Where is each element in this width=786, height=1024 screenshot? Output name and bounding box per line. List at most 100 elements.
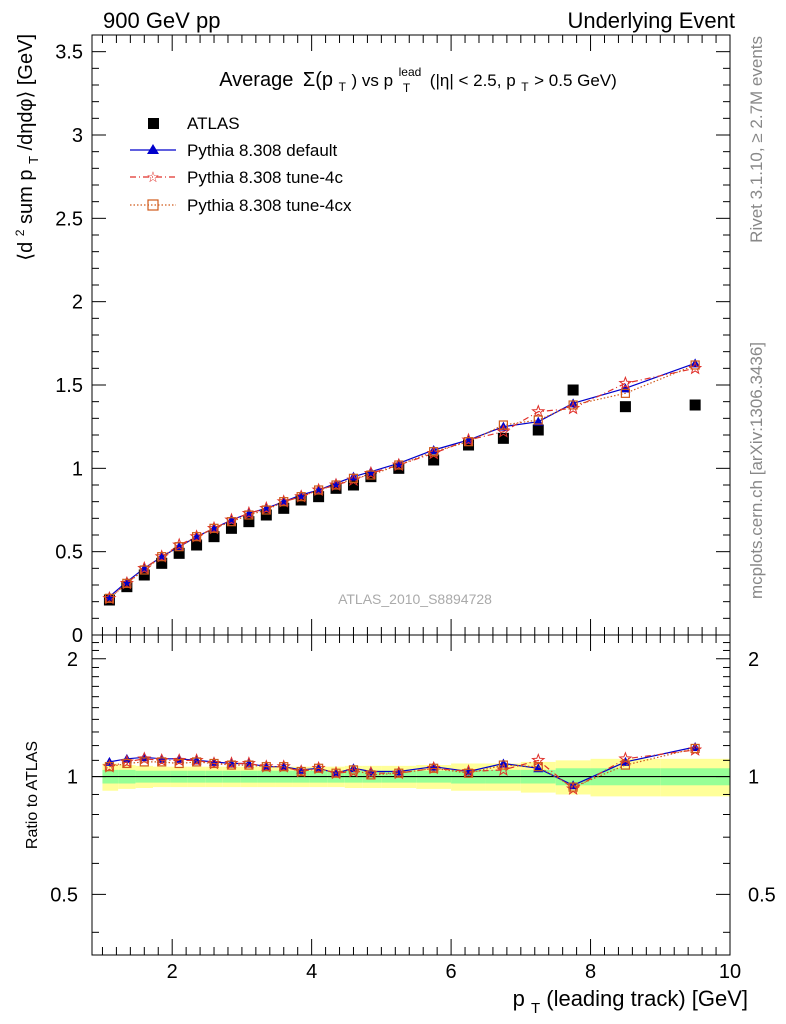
atlas-point <box>138 569 150 581</box>
ratio-tune4cx-point <box>690 743 700 754</box>
main-ytick-label: 3.5 <box>55 42 83 64</box>
mcplots-label: mcplots.cern.ch [arXiv:1306.3436] <box>747 342 766 599</box>
ratio-data-marks <box>102 742 703 795</box>
tune4cx-point <box>157 552 167 562</box>
tune4cx-point <box>226 517 237 527</box>
ratio-tune4cx-point <box>429 763 439 773</box>
main-ytick-label: 0.5 <box>55 542 83 564</box>
ratio-tune4cx-point <box>348 765 359 775</box>
ratio-xtick-label: 10 <box>719 961 741 983</box>
atlas-point <box>208 531 220 543</box>
ratio-tune4cx-point <box>533 762 543 772</box>
ratio-ytick-label-left: 0.5 <box>50 884 78 906</box>
legend-entry-tune4cx: Pythia 8.308 tune-4cx <box>130 196 352 215</box>
main-axes: 0 0.5 1 1.5 2 2.5 3 3.5 <box>55 34 731 647</box>
main-ytick-label: 2 <box>72 292 83 314</box>
tune4cx-point <box>533 415 543 425</box>
ratio-tune4cx-point <box>244 760 254 770</box>
ratio-xtick-label: 8 <box>585 961 596 983</box>
ratio-ytick-label-right: 2 <box>748 649 759 671</box>
tune4cx-point <box>209 523 219 533</box>
tune4cx-point <box>463 437 474 447</box>
atlas-point <box>567 384 579 396</box>
legend-marker-tune4c: ☆ <box>146 169 159 186</box>
ratio-tune4cx-point <box>394 768 404 778</box>
tune4cx-point <box>348 473 359 483</box>
ratio-ylabel: Ratio to ATLAS <box>24 741 41 849</box>
header-left: 900 GeV pp <box>103 8 220 33</box>
main-ytick-label: 3 <box>72 125 83 147</box>
ratio-ytick-label-right: 0.5 <box>748 884 776 906</box>
main-ytick-label: 0 <box>72 625 83 647</box>
atlas-point <box>260 509 272 521</box>
atlas-point <box>347 479 359 491</box>
tune4cx-point <box>314 485 324 495</box>
atlas-point <box>225 522 237 534</box>
tune4cx-point <box>244 510 254 520</box>
ratio-tune4cx-point <box>498 760 508 770</box>
ratio-axes: 0.5 0.5 1 1 2 2 2 4 6 8 10 <box>50 635 776 983</box>
main-title: Average Σ(p T ) vs p lead T (|η| < 2.5, … <box>219 59 617 97</box>
legend: ATLAS Pythia 8.308 default ☆ Pythia 8.30… <box>130 114 352 215</box>
legend-entry-default: Pythia 8.308 default <box>130 141 338 160</box>
ratio-ytick-label-left: 1 <box>67 767 78 789</box>
tune4cx-point <box>296 492 306 502</box>
tune4cx-point <box>331 480 341 490</box>
default-point <box>174 541 185 551</box>
main-ytick-label: 1.5 <box>55 375 83 397</box>
tune4c-point <box>496 424 511 438</box>
default-point <box>620 383 631 393</box>
ratio-tune4cx-point <box>226 760 237 770</box>
ratio-tune4cx-point <box>463 768 474 778</box>
tune4cx-point <box>498 420 508 430</box>
ratio-uncertainty-bands <box>102 758 730 797</box>
ratio-tune4cx-point <box>261 762 271 772</box>
main-line-star <box>109 367 696 599</box>
tune4c-point <box>531 404 546 418</box>
ratio-ytick-label-left: 2 <box>67 649 78 671</box>
legend-marker-tune4cx <box>147 199 159 211</box>
tune4cx-point <box>620 388 631 398</box>
ratio-panel: 0.5 0.5 1 1 2 2 2 4 6 8 10 Ratio to ATLAS p T (lea… <box>24 634 776 1018</box>
legend-marker-atlas <box>148 118 159 129</box>
ratio-tune4c-point <box>137 751 152 765</box>
ratio-tune4cx-point <box>331 768 341 778</box>
legend-label-tune4c: Pythia 8.308 tune-4c <box>187 168 343 187</box>
ratio-tune4cx-point <box>174 758 184 769</box>
ratio-tune4cx-point <box>314 763 324 773</box>
ratio-xtick-label: 2 <box>167 961 178 983</box>
ratio-tune4cx-point <box>209 758 219 769</box>
atlas-point <box>278 502 290 514</box>
atlas-point <box>532 424 544 436</box>
legend-label-atlas: ATLAS <box>187 114 240 133</box>
tune4cx-point <box>279 497 289 507</box>
main-ylabel: ⟨d 2 sum p T /dηdφ⟩ [GeV] <box>7 34 43 261</box>
main-ytick-label: 1 <box>72 458 83 480</box>
ratio-tune4cx-point <box>296 766 306 777</box>
main-ytick-label: 2.5 <box>55 208 83 230</box>
atlas-point <box>121 581 133 593</box>
atlas-point <box>156 557 168 569</box>
tune4cx-point <box>394 460 404 470</box>
tune4cx-point <box>139 565 149 575</box>
header-right: Underlying Event <box>567 8 735 33</box>
atlas-point <box>689 399 701 411</box>
atlas-point <box>463 439 475 451</box>
ratio-default-point <box>121 753 132 763</box>
legend-entry-tune4c: ☆ Pythia 8.308 tune-4c <box>130 168 343 187</box>
main-data-marks <box>102 358 703 606</box>
tune4c-point <box>618 375 633 390</box>
ratio-xtick-label: 4 <box>306 961 317 983</box>
atlas-point <box>173 547 185 559</box>
legend-label-tune4cx: Pythia 8.308 tune-4cx <box>187 196 352 215</box>
atlas-point <box>243 516 255 528</box>
main-panel: 0 0.5 1 1.5 2 2.5 3 3.5 Average Σ(p T ) vs p le… <box>7 34 731 647</box>
rivet-label: Rivet 3.1.10, ≥ 2.7M events <box>747 36 766 243</box>
tune4cx-point <box>174 542 184 552</box>
ratio-tune4cx-point <box>139 757 149 767</box>
x-axis-label: p T (leading track) [GeV] <box>513 986 748 1018</box>
ratio-tune4cx-point <box>191 757 202 767</box>
ratio-tune4cx-point <box>620 760 631 770</box>
tune4cx-point <box>429 447 439 457</box>
tune4cx-point <box>104 593 115 603</box>
